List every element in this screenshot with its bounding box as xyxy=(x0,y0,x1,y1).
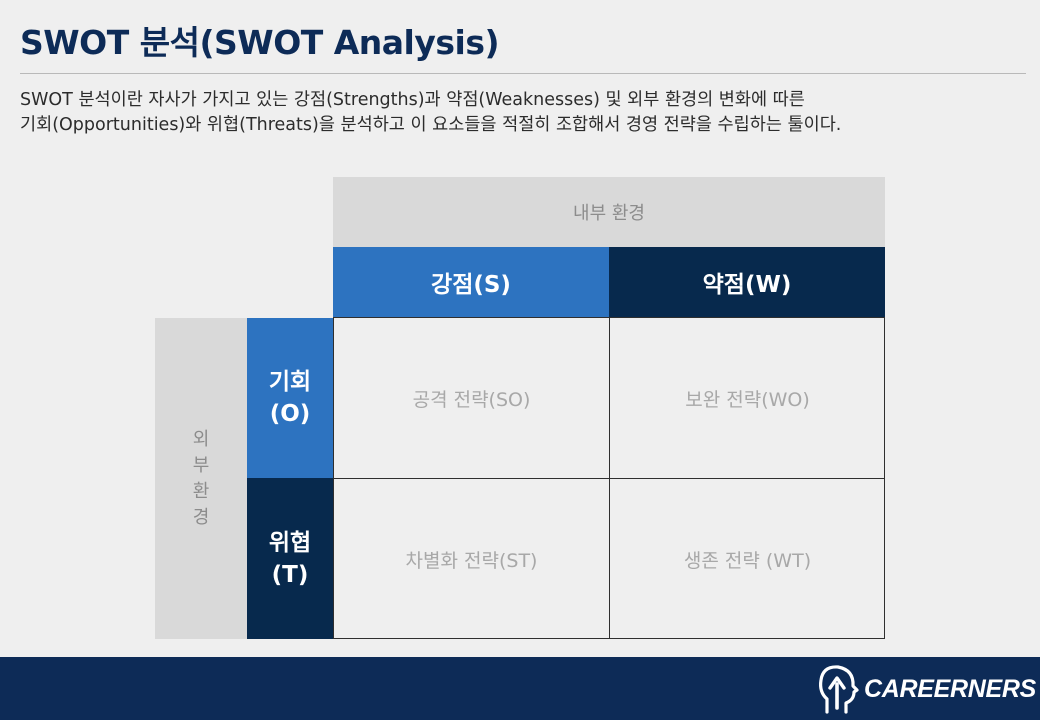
opportunity-header: 기회 (O) xyxy=(247,318,333,478)
threat-code: (T) xyxy=(271,561,309,588)
head-arrow-icon xyxy=(818,665,859,714)
wt-strategy-cell: 생존 전략 (WT) xyxy=(683,549,812,572)
weakness-header: 약점(W) xyxy=(609,247,885,317)
external-label-char: 부 xyxy=(192,454,210,476)
footer-bar xyxy=(0,657,1040,720)
description-line-2: 기회(Opportunities)와 위협(Threats)을 분석하고 이 요… xyxy=(20,115,842,135)
threat-label: 위협 xyxy=(268,529,312,556)
so-strategy-cell: 공격 전략(SO) xyxy=(412,388,531,411)
internal-environment-header: 내부 환경 xyxy=(333,177,885,247)
opportunity-code: (O) xyxy=(269,401,311,427)
st-strategy-cell: 차별화 전략(ST) xyxy=(405,549,538,572)
strength-header: 강점(S) xyxy=(333,247,609,317)
page-title: SWOT 분석(SWOT Analysis) xyxy=(20,23,500,62)
opportunity-label: 기회 xyxy=(268,369,312,395)
strategy-grid: 공격 전략(SO) 보완 전략(WO) 차별화 전략(ST) 생존 전략 (WT… xyxy=(333,317,885,639)
description: SWOT 분석이란 자사가 가지고 있는 강점(Strengths)과 약점(W… xyxy=(20,88,1020,138)
brand-logo: CAREERNERS xyxy=(816,662,1036,716)
wo-strategy-cell: 보완 전략(WO) xyxy=(685,388,810,411)
title-divider xyxy=(20,73,1026,74)
threat-header: 위협 (T) xyxy=(247,478,333,639)
external-label-char: 경 xyxy=(192,506,210,528)
external-environment-header: 외 부 환 경 xyxy=(155,318,247,639)
external-label-char: 환 xyxy=(192,480,210,502)
logo-wordmark: CAREERNERS xyxy=(863,674,1036,703)
grid-divider-horizontal xyxy=(334,478,884,479)
description-line-1: SWOT 분석이란 자사가 가지고 있는 강점(Strengths)과 약점(W… xyxy=(20,90,805,110)
external-label-char: 외 xyxy=(192,428,210,450)
